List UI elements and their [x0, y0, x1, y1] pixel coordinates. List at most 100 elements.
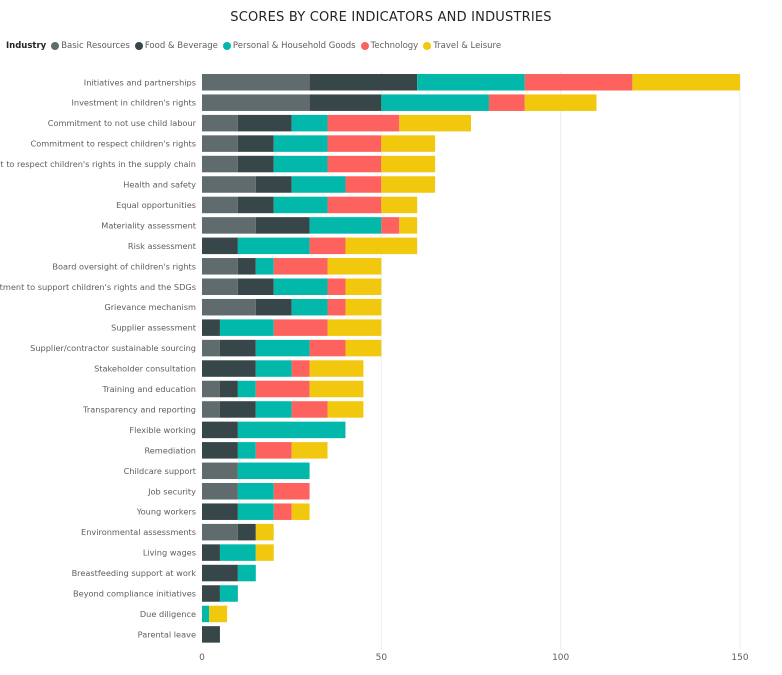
y-category-label: Initiatives and partnerships	[84, 77, 196, 87]
y-category-label: Due diligence	[140, 609, 196, 619]
bar-segment	[381, 176, 436, 193]
legend-label: Basic Resources	[61, 41, 130, 51]
bar-segment	[524, 94, 597, 111]
y-category-label: Flexible working	[129, 425, 196, 435]
y-category-label: Environmental assessments	[81, 527, 196, 537]
y-category-label: Commitment to support children's rights …	[0, 282, 196, 292]
bar-segment	[202, 380, 220, 398]
bar-segment	[417, 74, 525, 91]
y-category-label: Supplier/contractor sustainable sourcing	[30, 343, 196, 353]
bar-segment	[202, 401, 220, 418]
legend-swatch	[360, 42, 369, 50]
bar-segment	[202, 626, 220, 643]
bar-segment	[202, 421, 238, 439]
y-category-label: Job security	[147, 486, 196, 496]
bar-segment	[202, 483, 238, 500]
bar-segment	[327, 135, 382, 152]
bar-segment	[327, 298, 346, 316]
bar-segment	[202, 564, 238, 582]
bar-segment	[273, 135, 328, 152]
bar-segment	[202, 217, 256, 234]
bar-segment	[237, 442, 256, 459]
y-category-label: Transparency and reporting	[82, 404, 196, 414]
y-category-label: Equal opportunities	[116, 200, 196, 210]
legend-title: Industry	[6, 41, 47, 51]
bar-segment	[309, 380, 364, 398]
bar-segment	[399, 114, 471, 132]
legend-label: Technology	[370, 41, 419, 51]
bar-segment	[255, 298, 292, 316]
legend-label: Food & Beverage	[144, 41, 218, 51]
bar-segment	[237, 196, 274, 214]
bar-segment	[202, 585, 220, 602]
bar-segment	[255, 380, 310, 398]
bar-segment	[309, 360, 364, 377]
bar-segment	[237, 523, 256, 541]
bar-segment	[202, 155, 238, 173]
bar-segment	[291, 298, 328, 316]
legend-item-personal-household-goods[interactable]: Personal & Household Goods	[222, 41, 356, 51]
chart-title: SCORES BY CORE INDICATORS AND INDUSTRIES	[230, 10, 552, 25]
x-tick-label: 150	[731, 653, 748, 663]
bar-segment	[524, 74, 633, 91]
y-category-label: Supplier assessment	[111, 323, 197, 333]
bar-segment	[309, 94, 382, 111]
bar-segment	[202, 298, 256, 316]
legend-item-food-beverage[interactable]: Food & Beverage	[134, 41, 218, 51]
x-tick-label: 50	[376, 653, 388, 663]
bar-segment	[237, 237, 310, 255]
y-category-label: Stakeholder consultation	[94, 364, 196, 374]
bar-segment	[237, 503, 274, 520]
legend-swatch	[222, 42, 231, 50]
bar-segment	[202, 523, 238, 541]
bar-segment	[237, 421, 346, 439]
bar-segment	[327, 401, 364, 418]
y-category-label: Training and education	[101, 384, 196, 394]
y-category-label: Remediation	[144, 445, 196, 455]
bar-segment	[291, 442, 328, 459]
bar-segment	[237, 135, 274, 152]
bar-segment	[202, 503, 238, 520]
bar-segment	[345, 176, 382, 193]
bar-segment	[309, 74, 418, 91]
bar-segment	[237, 114, 292, 132]
bar-segment	[202, 360, 256, 377]
bar-segment	[237, 564, 256, 582]
legend-item-travel-leisure[interactable]: Travel & Leisure	[423, 41, 501, 51]
bar-segment	[381, 196, 418, 214]
bar-segment	[219, 339, 256, 357]
bar-segment	[381, 217, 400, 234]
bar-segment	[399, 217, 418, 234]
x-tick-label: 0	[199, 653, 205, 663]
legend-label: Personal & Household Goods	[232, 41, 356, 51]
y-category-label: Commitment to not use child labour	[48, 118, 197, 128]
bar-segment	[273, 503, 292, 520]
y-category-label: Risk assessment	[128, 241, 197, 251]
bar-segment	[202, 94, 310, 111]
y-category-label: Health and safety	[123, 180, 196, 190]
legend-item-basic-resources[interactable]: Basic Resources	[51, 41, 130, 51]
bar-segment	[202, 176, 256, 193]
y-category-label: Breastfeeding support at work	[72, 568, 197, 578]
bar-segment	[291, 401, 328, 418]
bar-segment	[381, 94, 489, 111]
bar-segment	[273, 196, 328, 214]
bar-segment	[291, 114, 328, 132]
bar-segment	[202, 605, 210, 623]
bar-segment	[202, 278, 238, 295]
y-category-label: Board oversight of children's rights	[52, 261, 196, 271]
legend-item-technology[interactable]: Technology	[360, 41, 419, 51]
bar-segment	[219, 319, 274, 336]
bar-segment	[273, 258, 328, 275]
bar-segment	[345, 237, 418, 255]
bar-segment	[309, 339, 346, 357]
bar-segment	[202, 544, 220, 561]
bar-segment	[255, 176, 292, 193]
bar-segment	[237, 380, 256, 398]
bar-segment	[291, 503, 310, 520]
bar-segment	[237, 155, 274, 173]
y-category-label: Grievance mechanism	[104, 302, 196, 312]
bar-segment	[273, 278, 328, 295]
legend-swatch	[51, 42, 60, 50]
bar-segment	[273, 155, 328, 173]
